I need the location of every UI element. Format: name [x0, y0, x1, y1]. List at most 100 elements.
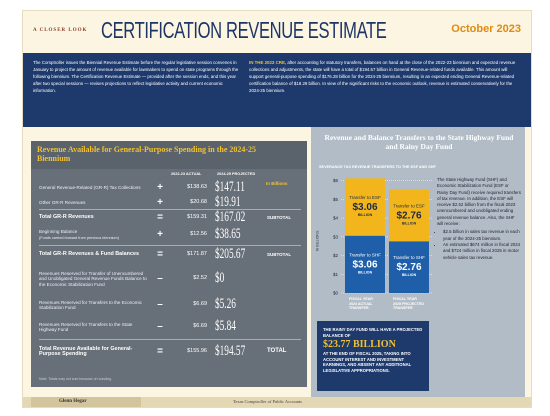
- y-tick-label: $6: [333, 178, 339, 183]
- unit-label: BILLION: [358, 270, 373, 274]
- row-label-text: Total GR-R Revenues: [39, 214, 94, 221]
- operator: –: [157, 321, 163, 333]
- projected: $19.91: [207, 194, 267, 211]
- callout-lead: THE RAINY DAY FUND WILL HAVE A PROJECTED…: [323, 327, 423, 338]
- value-label: $2.76: [396, 210, 421, 221]
- y-tick-label: $5: [333, 197, 339, 202]
- callout-text: THE RAINY DAY FUND WILL HAVE A PROJECTED…: [323, 327, 423, 373]
- row-label: Revenues Reserved for Transfer of Unencu…: [39, 271, 149, 287]
- intro-band: [23, 53, 531, 127]
- operator: +: [157, 229, 163, 241]
- note: Note: Totals may not sum because of roun…: [39, 377, 113, 381]
- projected: $0: [207, 270, 267, 287]
- unit: In Billions: [266, 181, 288, 186]
- table-row: Total GR-R Revenues = $159.31 $167.02 SUBTOT…: [39, 209, 301, 226]
- projected-value: $147.11: [215, 179, 245, 196]
- operator: =: [157, 346, 163, 358]
- operator: +: [157, 182, 163, 194]
- footer-name: Glenn Hegar: [59, 399, 87, 404]
- actual: $138.63: [187, 184, 207, 191]
- row-sublabel: (Funds carried forward from previous bie…: [39, 235, 119, 240]
- value-label: $3.06: [352, 259, 377, 270]
- projected: $38.65: [207, 226, 267, 243]
- actual: $2.52: [193, 275, 207, 282]
- value-label: $2.76: [396, 262, 421, 273]
- y-tick-label: $0: [333, 291, 339, 296]
- row-label: Total GR-R Revenues: [39, 215, 149, 220]
- row-tag: TOTAL: [267, 348, 287, 355]
- footer-office: Texas Comptroller of Public Accounts: [233, 399, 302, 404]
- table-row: Total GR-R Revenues & Fund Balances = $171…: [39, 245, 301, 264]
- row-label-text: Total GR-R Revenues & Fund Balances: [39, 251, 139, 258]
- row-label-text: Revenues Reserved for Transfer of Unencu…: [39, 270, 147, 287]
- actual: $171.87: [187, 251, 207, 258]
- projected-value: $19.91: [215, 194, 241, 211]
- table-panel: Revenue Available for General-Purpose Sp…: [31, 141, 307, 387]
- row-label: Total GR-R Revenues & Fund Balances: [39, 252, 149, 257]
- footer: [23, 397, 531, 407]
- transfer-text: The State Highway Fund (SHF) and Economi…: [437, 177, 521, 261]
- actual: $155.96: [187, 348, 207, 355]
- unit-label: BILLION: [402, 221, 417, 225]
- y-tick-label: $2: [333, 253, 339, 258]
- projected-value: $38.65: [215, 226, 241, 243]
- row-label-text: Revenues Reserved for Transfers to the E…: [39, 299, 142, 310]
- transfer-panel: Revenue and Balance Transfers to the Sta…: [311, 127, 525, 397]
- date: October 2023: [451, 23, 521, 35]
- segment-name: Transfer to ESF: [393, 203, 425, 208]
- bar-segment: [389, 241, 429, 293]
- projected: $205.67: [207, 246, 267, 263]
- operator: +: [157, 197, 163, 209]
- projected-value: $205.67: [215, 246, 246, 263]
- unit-label: BILLION: [358, 213, 373, 217]
- bar-segment: [345, 235, 385, 293]
- projected-value: $0: [215, 270, 225, 287]
- bullets: $2.5 billion in sales tax revenue in eac…: [437, 229, 521, 260]
- row-label: Total Revenue Available for General-Purp…: [39, 346, 149, 358]
- table-row: Revenues Reserved for Transfers to the E…: [39, 295, 301, 315]
- row-label: General Revenue-Related (GR-R) Tax Colle…: [39, 185, 149, 190]
- operator: =: [157, 212, 163, 224]
- category-label: FISCAL YEAR 2025 PROJECTED TRANSFER: [393, 297, 424, 311]
- bullet: An estimated $674 million in fiscal 2024…: [443, 242, 521, 261]
- row-tag: SUBTOTAL: [267, 252, 292, 258]
- projected-value: $194.57: [215, 343, 246, 360]
- projected: $147.11: [207, 179, 267, 196]
- bullet: $2.5 billion in sales tax revenue in eac…: [443, 229, 521, 242]
- chart-subtitle: SEVERANCE TAX REVENUE TRANSFERS TO THE E…: [319, 165, 436, 169]
- segment-name: Transfer to SHF: [393, 255, 425, 260]
- unit-label: BILLION: [402, 273, 417, 277]
- col-head: 2022-23 ACTUAL: [171, 172, 202, 176]
- projected: $194.57: [207, 343, 267, 360]
- y-tick-label: $4: [333, 216, 339, 221]
- table-row: Revenues Reserved for Transfers to the S…: [39, 317, 301, 337]
- projected-value: $167.02: [215, 209, 246, 226]
- intro-right: IN THE 2023 CRE, after accounting for st…: [249, 59, 523, 94]
- kicker: A CLOSER LOOK: [33, 28, 88, 33]
- transfer-title: Revenue and Balance Transfers to the Sta…: [324, 133, 514, 151]
- segment-name: Transfer to ESF: [349, 195, 381, 200]
- projected: $5.26: [207, 296, 267, 312]
- table-row: Revenues Reserved for Transfer of Unencu…: [39, 265, 301, 293]
- table-header: [31, 141, 307, 169]
- row-label-text: Revenues Reserved for Transfers to the S…: [39, 321, 133, 332]
- category-label: FISCAL YEAR 2024 ACTUAL TRANSFER: [349, 297, 373, 311]
- row-label: Revenues Reserved for Transfers to the E…: [39, 300, 149, 311]
- operator: =: [157, 249, 163, 261]
- operator: –: [157, 299, 163, 311]
- actual: $159.31: [187, 214, 207, 221]
- row-label-text: Other GR-R Revenues: [39, 200, 86, 206]
- callout-amount: $23.77 BILLION: [323, 339, 396, 350]
- intro-lead: IN THE 2023 CRE,: [249, 60, 287, 65]
- footer-left: [31, 397, 141, 407]
- actual: $20.68: [190, 199, 207, 206]
- bar-segment: [345, 178, 385, 236]
- title: CERTIFICATION REVENUE ESTIMATE: [101, 17, 387, 43]
- projected-value: $5.84: [215, 318, 236, 335]
- operator: –: [157, 273, 163, 285]
- table-row: Beginning Balance (Funds carried forward …: [39, 226, 301, 243]
- table-row: Total Revenue Available for General-Purp…: [39, 339, 301, 364]
- table-row: General Revenue-Related (GR-R) Tax Colle…: [39, 179, 301, 196]
